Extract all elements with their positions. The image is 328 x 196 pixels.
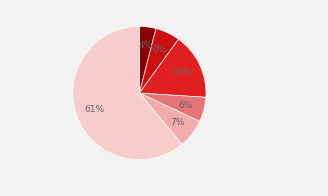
Text: 6%: 6% [179, 101, 193, 110]
Wedge shape [139, 26, 156, 93]
Text: 6%: 6% [153, 45, 167, 54]
Wedge shape [139, 93, 200, 144]
Text: 4%: 4% [138, 41, 153, 50]
Wedge shape [73, 26, 182, 160]
Text: 16%: 16% [173, 68, 193, 77]
Text: 61%: 61% [84, 105, 104, 114]
Wedge shape [139, 29, 178, 93]
Wedge shape [139, 39, 206, 97]
Wedge shape [139, 93, 206, 122]
Text: 7%: 7% [170, 118, 184, 127]
